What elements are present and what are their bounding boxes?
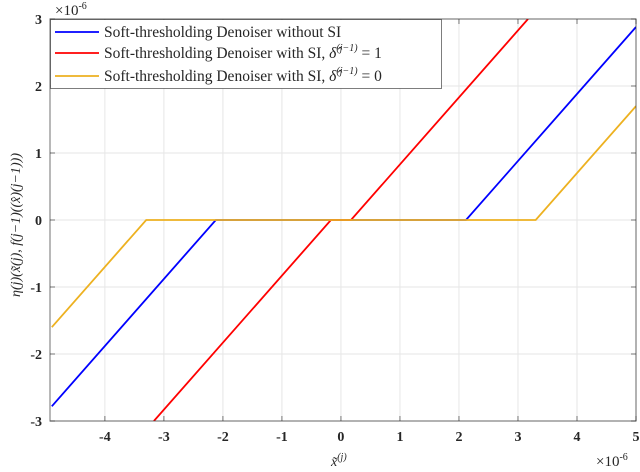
y-axis-exponent: ×10-6 [55,1,87,19]
y-tick-label: 2 [35,80,42,95]
series-line-2 [51,105,636,328]
y-tick-label: -1 [30,281,42,296]
x-axis-exponent: ×10-6 [596,452,628,470]
legend: Soft-thresholding Denoiser without SI So… [50,19,442,89]
x-tick-label: 2 [455,430,462,445]
x-tick-label: 3 [514,430,521,445]
y-tick-label: -2 [30,348,42,363]
x-tick-label: -1 [276,430,288,445]
legend-box [50,19,442,89]
y-axis-label: η(j)(x̃(j), f(j−1)((x̂)(j−1))) [9,153,24,297]
x-tick-label: -4 [99,430,111,445]
data-series [51,19,636,421]
x-axis-label: x̃(j) [330,452,347,470]
x-tick-label: 0 [337,430,344,445]
x-tick-label: 4 [573,430,580,445]
x-tick-label: 1 [396,430,403,445]
legend-label-without-si: Soft-thresholding Denoiser without SI [104,24,341,41]
y-tick-label: -3 [30,415,42,430]
y-tick-label: 0 [35,214,42,229]
x-tick-label: 5 [633,430,640,445]
y-tick-label: 3 [35,13,42,28]
x-tick-label: -3 [158,430,170,445]
x-tick-label: -2 [217,430,229,445]
y-tick-label: 1 [35,147,42,162]
legend-label-with-si-1: Soft-thresholding Denoiser with SI, δ̂(j… [104,43,382,62]
